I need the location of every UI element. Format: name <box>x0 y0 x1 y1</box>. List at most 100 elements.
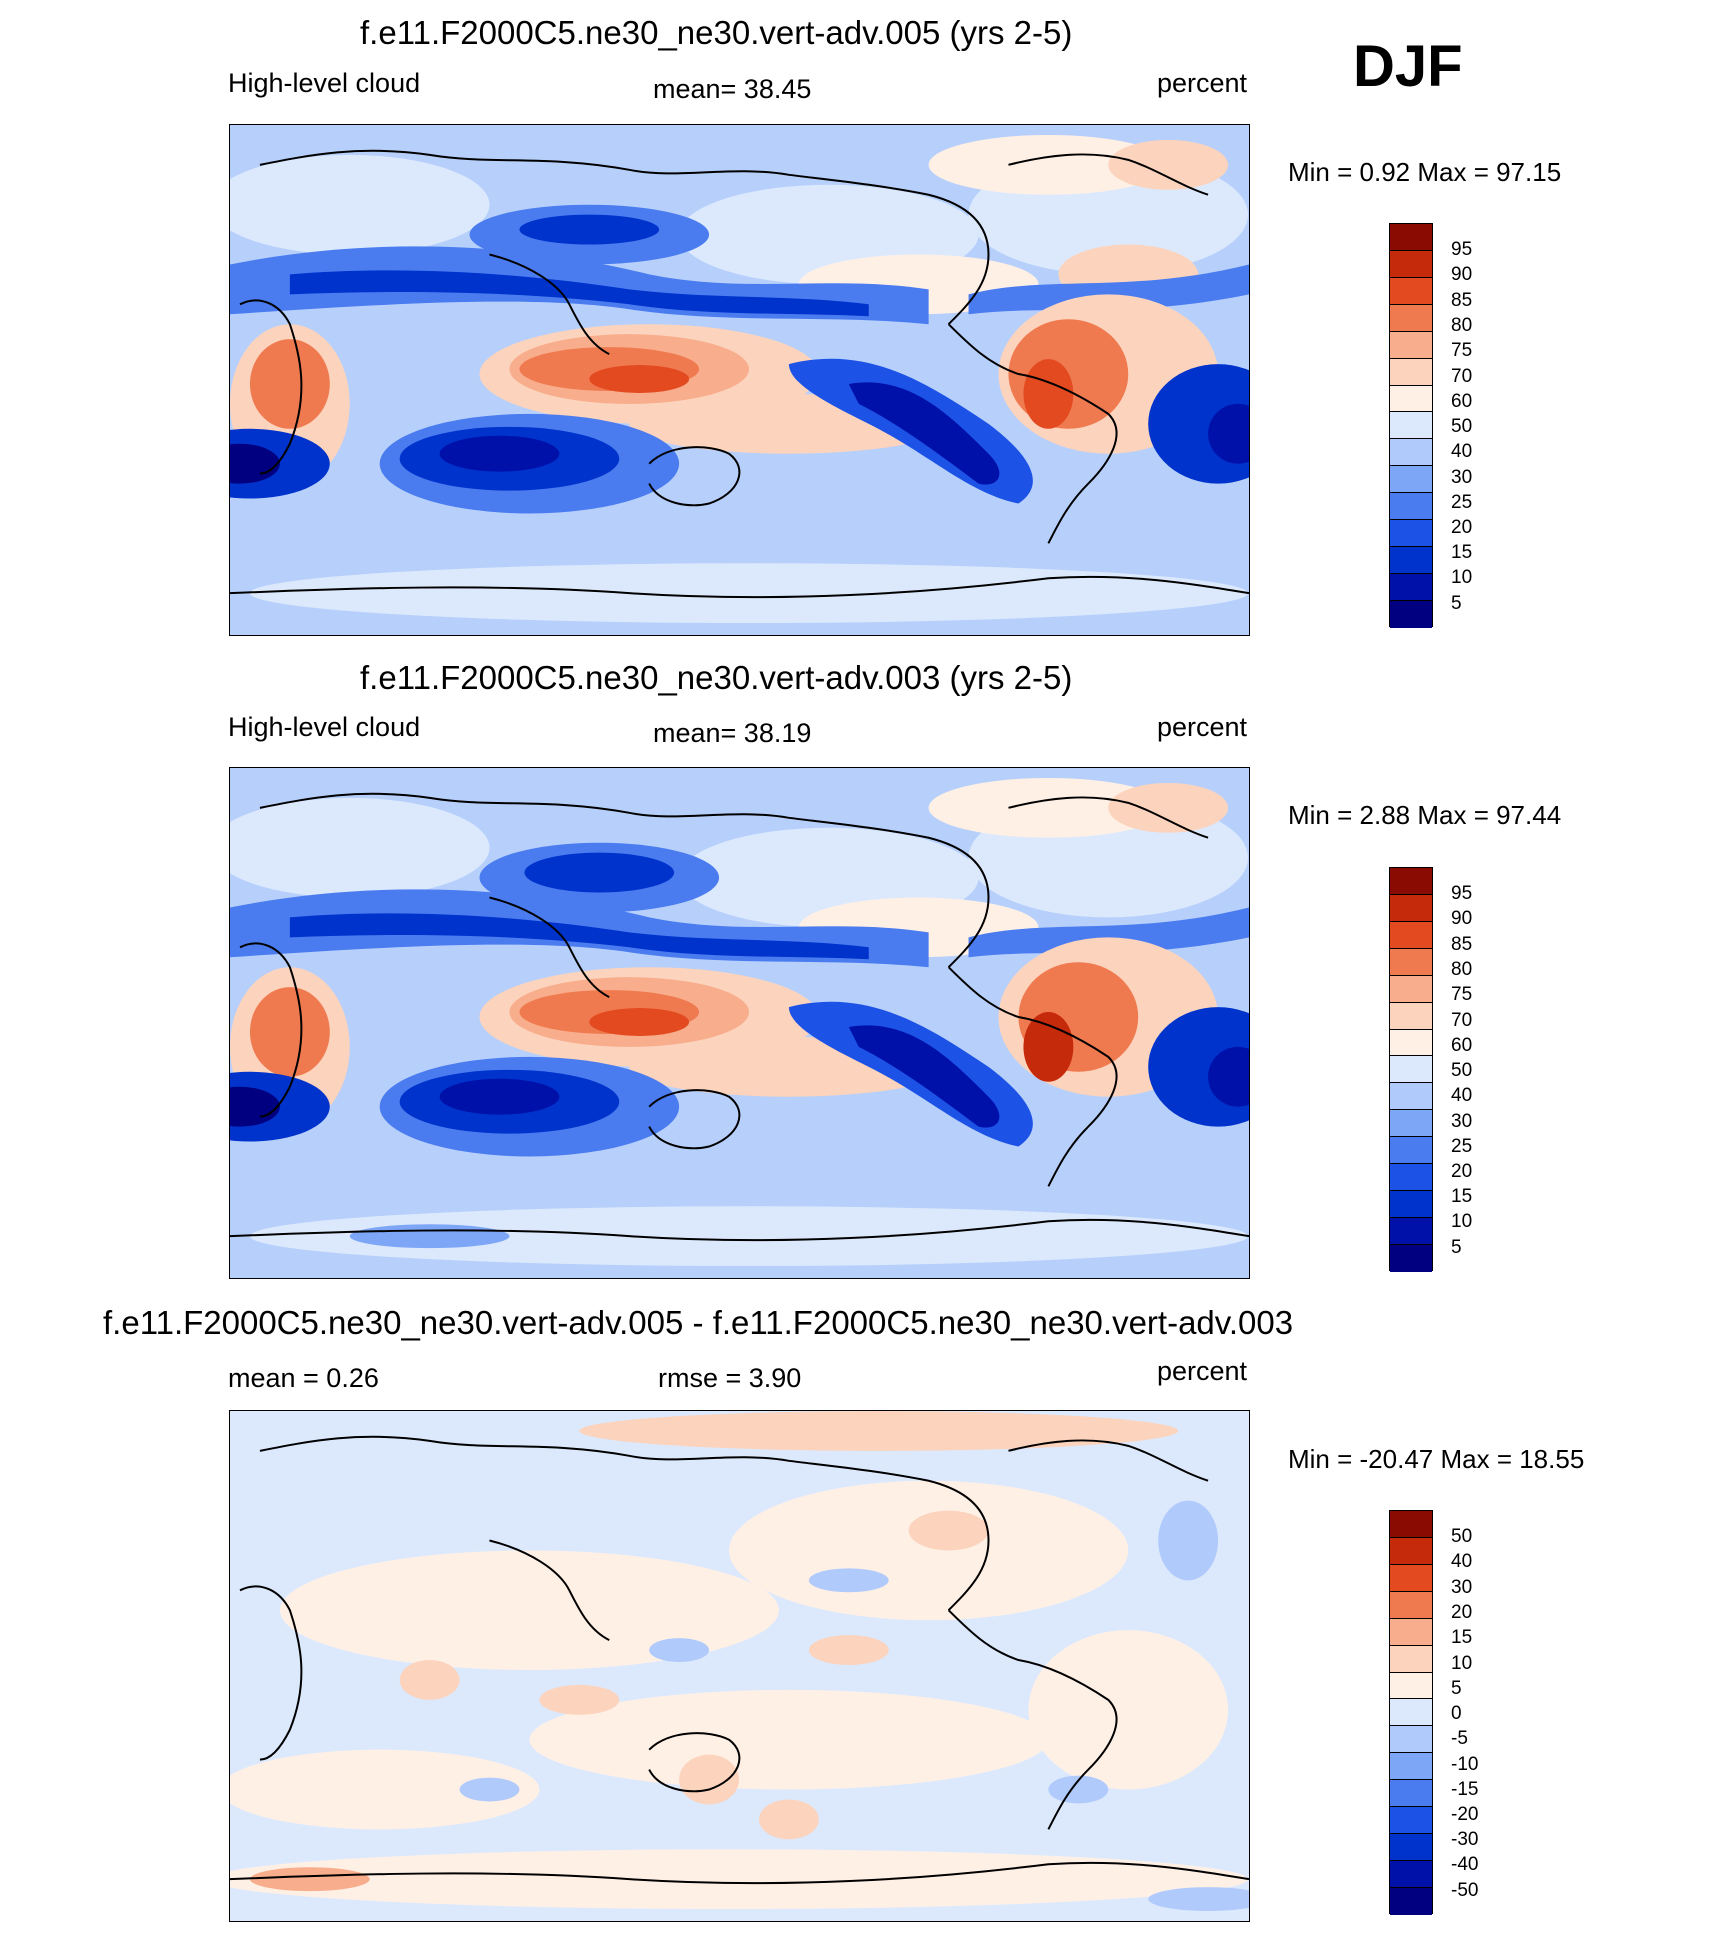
colorbar-swatch <box>1390 1217 1432 1245</box>
colorbar <box>1389 223 1433 628</box>
colorbar-label: 50 <box>1451 416 1473 437</box>
colorbar-swatch <box>1390 1672 1432 1700</box>
colorbar-swatch <box>1390 358 1432 386</box>
minmax-label: Min = 2.88 Max = 97.44 <box>1288 800 1562 830</box>
colorbar-label: 10 <box>1451 1211 1473 1232</box>
variable-label: High-level cloud <box>228 68 421 98</box>
colorbar-label: 10 <box>1451 567 1473 588</box>
colorbar-swatch <box>1390 1753 1432 1781</box>
colorbar-swatch <box>1390 1591 1432 1619</box>
colorbar <box>1389 867 1433 1272</box>
colorbar-label: 15 <box>1451 1186 1473 1207</box>
colorbar-swatch <box>1390 1164 1432 1192</box>
colorbar-label: 40 <box>1451 1085 1473 1106</box>
colorbar-label: 5 <box>1451 593 1462 614</box>
colorbar-swatch <box>1390 493 1432 521</box>
colorbar-swatch <box>1390 385 1432 413</box>
colorbar-label: 25 <box>1451 1136 1473 1157</box>
colorbar-label: -10 <box>1451 1754 1479 1775</box>
colorbar-label: 80 <box>1451 315 1473 336</box>
colorbar-label: -40 <box>1451 1854 1479 1875</box>
colorbar-swatch <box>1390 412 1432 440</box>
variable-label: High-level cloud <box>228 712 421 742</box>
colorbar-swatch <box>1390 948 1432 976</box>
colorbar-label: 30 <box>1451 1577 1473 1598</box>
colorbar-swatch <box>1390 331 1432 359</box>
colorbar-swatch <box>1390 439 1432 467</box>
colorbar-label: 15 <box>1451 542 1473 563</box>
colorbar-label: 50 <box>1451 1526 1473 1547</box>
minmax-label: Min = 0.92 Max = 97.15 <box>1288 157 1562 187</box>
colorbar-label: 70 <box>1451 1010 1473 1031</box>
units-label: percent <box>1157 68 1248 98</box>
map-plot <box>229 1410 1250 1922</box>
colorbar-label: 80 <box>1451 959 1473 980</box>
mean-label: mean = 0.26 <box>228 1363 379 1393</box>
colorbar-label: 75 <box>1451 340 1473 361</box>
colorbar-label: 30 <box>1451 1111 1473 1132</box>
colorbar-swatch <box>1390 1726 1432 1754</box>
colorbar-label: 20 <box>1451 1161 1473 1182</box>
colorbar-label: 0 <box>1451 1703 1462 1724</box>
colorbar-label: 20 <box>1451 1602 1473 1623</box>
colorbar-swatch <box>1390 466 1432 494</box>
colorbar-label: 90 <box>1451 908 1473 929</box>
colorbar-label: 75 <box>1451 984 1473 1005</box>
colorbar-swatch <box>1390 600 1432 628</box>
season-label: DJF <box>1353 34 1463 99</box>
colorbar-label: 95 <box>1451 883 1473 904</box>
colorbar-swatch <box>1390 1511 1432 1538</box>
colorbar-label: -50 <box>1451 1880 1479 1901</box>
colorbar-label: 40 <box>1451 1551 1473 1572</box>
map-plot <box>229 767 1250 1279</box>
map-field <box>230 1411 1249 1921</box>
colorbar-swatch <box>1390 224 1432 251</box>
colorbar-label: 85 <box>1451 934 1473 955</box>
colorbar-swatch <box>1390 1056 1432 1084</box>
units-label: percent <box>1157 712 1248 742</box>
colorbar-swatch <box>1390 573 1432 601</box>
colorbar-swatch <box>1390 1780 1432 1808</box>
colorbar-swatch <box>1390 1807 1432 1835</box>
minmax-label: Min = -20.47 Max = 18.55 <box>1288 1444 1585 1474</box>
colorbar-swatch <box>1390 1110 1432 1138</box>
colorbar-swatch <box>1390 1137 1432 1165</box>
colorbar-label: 25 <box>1451 492 1473 513</box>
colorbar-label: 90 <box>1451 264 1473 285</box>
colorbar-swatch <box>1390 1002 1432 1030</box>
units-label: percent <box>1157 1356 1248 1386</box>
colorbar-swatch <box>1390 1083 1432 1111</box>
colorbar-swatch <box>1390 1834 1432 1861</box>
colorbar-swatch <box>1390 304 1432 332</box>
colorbar-label: 70 <box>1451 366 1473 387</box>
panel-title: f.e11.F2000C5.ne30_ne30.vert-adv.003 (yr… <box>360 659 1073 696</box>
colorbar-label: -30 <box>1451 1829 1479 1850</box>
colorbar-swatch <box>1390 547 1432 574</box>
colorbar-label: 60 <box>1451 1035 1473 1056</box>
colorbar-swatch <box>1390 250 1432 278</box>
colorbar-swatch <box>1390 894 1432 922</box>
colorbar-label: 5 <box>1451 1678 1462 1699</box>
colorbar-label: 40 <box>1451 441 1473 462</box>
colorbar-label: 50 <box>1451 1060 1473 1081</box>
colorbar-swatch <box>1390 1645 1432 1673</box>
panel-title: f.e11.F2000C5.ne30_ne30.vert-adv.005 - f… <box>103 1304 1294 1341</box>
colorbar-swatch <box>1390 277 1432 305</box>
colorbar-swatch <box>1390 1699 1432 1727</box>
panel-title: f.e11.F2000C5.ne30_ne30.vert-adv.005 (yr… <box>360 14 1073 51</box>
colorbar-swatch <box>1390 1029 1432 1057</box>
colorbar-label: 85 <box>1451 290 1473 311</box>
map-field <box>230 125 1249 635</box>
colorbar-label: -20 <box>1451 1804 1479 1825</box>
colorbar-swatch <box>1390 1564 1432 1592</box>
colorbar-swatch <box>1390 975 1432 1003</box>
colorbar-label: 60 <box>1451 391 1473 412</box>
colorbar-swatch <box>1390 1537 1432 1565</box>
colorbar-label: 95 <box>1451 239 1473 260</box>
rmse-label: rmse = 3.90 <box>658 1363 802 1393</box>
colorbar-swatch <box>1390 868 1432 895</box>
colorbar-label: -5 <box>1451 1728 1468 1749</box>
colorbar-swatch <box>1390 1191 1432 1218</box>
map-plot <box>229 124 1250 636</box>
colorbar-swatch <box>1390 921 1432 949</box>
